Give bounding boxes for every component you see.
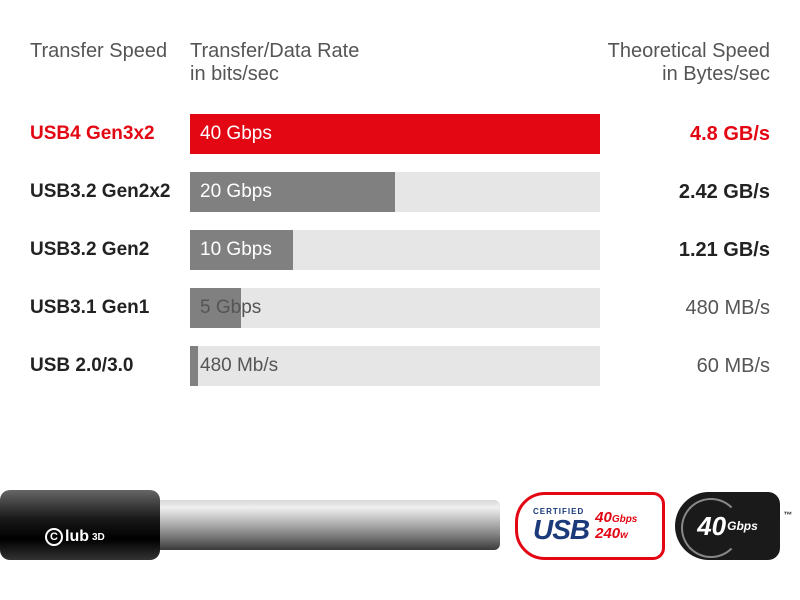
bar-wrap: 10 Gbps — [190, 230, 600, 270]
table-row: USB3.1 Gen1 5 Gbps 480 MB/s — [30, 288, 770, 328]
row-speed: 1.21 GB/s — [600, 239, 770, 262]
row-speed: 2.42 GB/s — [600, 181, 770, 204]
bar-value-text: 5 Gbps — [200, 288, 261, 328]
header-data-rate-line1: Transfer/Data Rate — [190, 40, 359, 62]
table-row: USB3.2 Gen2 10 Gbps 1.21 GB/s — [30, 230, 770, 270]
bar-value-text: 20 Gbps — [200, 172, 272, 212]
row-label: USB4 Gen3x2 — [30, 123, 190, 145]
header-theoretical-line2: in Bytes/sec — [662, 63, 770, 85]
row-label: USB3.2 Gen2 — [30, 239, 190, 261]
row-speed: 480 MB/s — [600, 297, 770, 320]
speed-badge-40gbps: 40 Gbps ™ — [675, 492, 780, 560]
table-row: USB4 Gen3x2 40 Gbps 4.8 GB/s — [30, 114, 770, 154]
trademark-icon: ™ — [783, 510, 792, 520]
header-theoretical-speed: Theoretical Speed in Bytes/sec — [600, 40, 770, 86]
cable-plug: C lub 3D — [0, 490, 160, 560]
row-label: USB3.1 Gen1 — [30, 297, 190, 319]
row-label: USB 2.0/3.0 — [30, 355, 190, 377]
rows-container: USB4 Gen3x2 40 Gbps 4.8 GB/s USB3.2 Gen2x2 2… — [30, 114, 770, 386]
club3d-logo-circle-icon: C — [45, 528, 63, 546]
usb-power-num: 240 — [595, 525, 620, 542]
usb-text: USB — [533, 516, 589, 544]
header-row: Transfer Speed Transfer/Data Rate in bit… — [30, 40, 770, 86]
chart-container: Transfer Speed Transfer/Data Rate in bit… — [0, 0, 800, 386]
bar-fill — [190, 346, 198, 386]
club3d-logo: C lub 3D — [45, 528, 105, 546]
header-theoretical-line1: Theoretical Speed — [608, 40, 770, 62]
row-label: USB3.2 Gen2x2 — [30, 181, 190, 203]
badge-num: 40 — [697, 511, 726, 542]
usb-speed-unit: Gbps — [612, 514, 638, 525]
bar-wrap: 5 Gbps — [190, 288, 600, 328]
usb-speed-spec: 40Gbps — [595, 510, 637, 527]
club3d-logo-text: lub — [65, 528, 89, 546]
bar-value-text: 480 Mb/s — [200, 346, 278, 386]
header-data-rate: Transfer/Data Rate in bits/sec — [190, 40, 600, 86]
bar-wrap: 480 Mb/s — [190, 346, 600, 386]
row-speed: 60 MB/s — [600, 355, 770, 378]
bar-wrap: 40 Gbps — [190, 114, 600, 154]
footer: C lub 3D CERTIFIED USB 40Gbps 240w ™ 40 … — [0, 470, 800, 570]
table-row: USB3.2 Gen2x2 20 Gbps 2.42 GB/s — [30, 172, 770, 212]
bar-value-text: 40 Gbps — [200, 114, 272, 154]
badge-unit: Gbps — [727, 519, 758, 533]
bar-wrap: 20 Gbps — [190, 172, 600, 212]
usb-power-unit: w — [620, 530, 628, 541]
usb-certified-badge: CERTIFIED USB 40Gbps 240w ™ — [515, 492, 665, 560]
table-row: USB 2.0/3.0 480 Mb/s 60 MB/s — [30, 346, 770, 386]
usb-speed-num: 40 — [595, 509, 612, 526]
header-transfer-speed: Transfer Speed — [30, 40, 190, 86]
usb-power-spec: 240w — [595, 526, 637, 543]
bar-value-text: 10 Gbps — [200, 230, 272, 270]
club3d-logo-suffix: 3D — [92, 532, 105, 543]
row-speed: 4.8 GB/s — [600, 123, 770, 146]
header-data-rate-line2: in bits/sec — [190, 63, 279, 85]
